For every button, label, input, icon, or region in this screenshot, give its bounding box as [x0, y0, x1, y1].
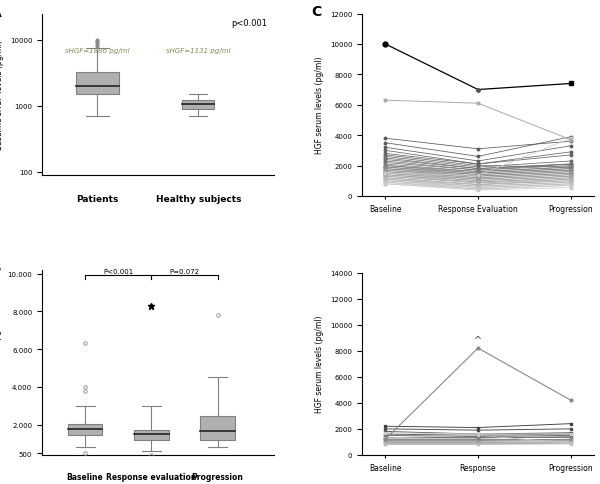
- Bar: [200, 416, 235, 440]
- Text: p<0.001: p<0.001: [231, 19, 267, 29]
- Text: A: A: [0, 6, 2, 20]
- Text: P=0.072: P=0.072: [169, 268, 200, 274]
- Y-axis label: Baseline sHGF levels (pg/ml): Baseline sHGF levels (pg/ml): [0, 40, 4, 150]
- Text: sHGF=1886 pg/ml: sHGF=1886 pg/ml: [65, 48, 130, 54]
- Text: B: B: [0, 261, 2, 275]
- Text: C: C: [311, 5, 321, 19]
- Bar: [76, 73, 119, 95]
- Y-axis label: HGF serum levels (pg/ml): HGF serum levels (pg/ml): [315, 315, 324, 412]
- Y-axis label: HGF serum levels (pg/ml): HGF serum levels (pg/ml): [315, 57, 324, 154]
- Bar: [68, 424, 103, 435]
- Text: ^: ^: [474, 335, 482, 345]
- Y-axis label: HGF serum levels (pg/ml): HGF serum levels (pg/ml): [0, 314, 2, 411]
- Bar: [182, 101, 214, 109]
- Text: sHGF=1131 pg/ml: sHGF=1131 pg/ml: [166, 48, 230, 54]
- Bar: [134, 430, 169, 440]
- Text: P<0.001: P<0.001: [103, 268, 133, 274]
